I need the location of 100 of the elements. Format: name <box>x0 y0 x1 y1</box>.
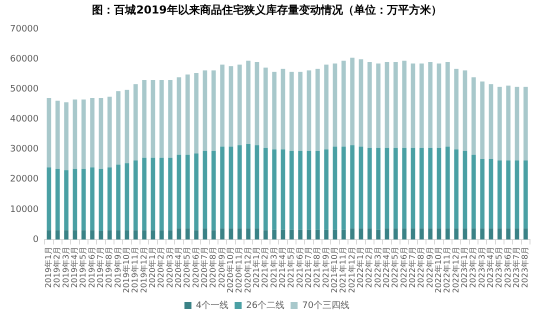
bar <box>150 158 156 230</box>
bar <box>350 145 354 228</box>
bar <box>367 148 372 228</box>
bar <box>185 154 190 228</box>
x-tick-label: 2022年10月 <box>434 246 444 294</box>
bar <box>480 81 484 159</box>
bar <box>237 228 242 240</box>
bar <box>142 230 146 240</box>
bar <box>280 230 286 240</box>
bar <box>81 168 86 230</box>
x-tick-label: 2021年8月 <box>312 246 322 288</box>
bar <box>393 62 398 148</box>
bar <box>471 77 476 155</box>
bar <box>185 228 190 240</box>
bar <box>410 148 416 228</box>
x-tick-label: 2020年3月 <box>165 246 174 288</box>
bar <box>524 86 528 160</box>
x-tick-label: 2019年10月 <box>122 246 132 294</box>
bar <box>376 63 380 148</box>
bar <box>237 64 242 146</box>
x-tick-label: 2021年3月 <box>269 246 278 288</box>
bar <box>436 228 442 240</box>
bar <box>384 228 390 240</box>
bar <box>220 228 224 240</box>
bar <box>454 149 458 228</box>
x-tick-label: 2020年8月 <box>208 246 218 288</box>
bar <box>384 62 390 148</box>
bar <box>402 60 406 148</box>
bar <box>436 148 442 228</box>
bar <box>81 99 86 169</box>
x-tick-label: 2022年7月 <box>408 246 418 288</box>
x-tick-label: 2019年3月 <box>61 246 70 288</box>
bar <box>506 228 510 240</box>
bar <box>419 148 424 228</box>
chart-title: 图：百城2019年以来商品住宅狭义库存量变动情况（单位：万平方米） <box>92 3 442 16</box>
bar <box>116 230 120 240</box>
bar <box>211 70 216 151</box>
bar <box>445 228 450 240</box>
bar <box>306 70 312 151</box>
bar <box>324 230 328 240</box>
y-tick-label: 10000 <box>10 204 39 215</box>
x-tick-label: 2022年8月 <box>416 246 426 288</box>
bar <box>367 228 372 240</box>
bar <box>98 168 104 232</box>
y-tick-label: 30000 <box>10 144 39 155</box>
bar <box>289 72 294 151</box>
x-tick-label: 2020年12月 <box>243 246 252 294</box>
x-tick-label: 2023年8月 <box>520 246 530 288</box>
bar <box>402 148 406 228</box>
bar <box>176 154 182 228</box>
bar <box>46 230 52 240</box>
bar <box>254 228 260 240</box>
bar <box>185 74 190 155</box>
x-tick-label: 2019年11月 <box>130 246 140 294</box>
x-tick-label: 2021年11月 <box>338 246 348 294</box>
bar <box>254 62 260 146</box>
bar <box>211 230 216 240</box>
bar <box>64 230 68 240</box>
bar <box>142 158 146 230</box>
bar <box>263 230 268 240</box>
x-tick-label: 2022年4月 <box>382 246 392 288</box>
bar <box>376 148 380 230</box>
bar <box>471 228 476 240</box>
x-tick-label: 2021年6月 <box>295 246 304 288</box>
bar <box>506 86 510 160</box>
bar <box>488 84 494 159</box>
y-tick-label: 0 <box>32 234 39 245</box>
x-tick-label: 2021年9月 <box>321 246 330 288</box>
bar <box>263 68 268 148</box>
x-tick-label: 2022年12月 <box>451 246 460 294</box>
x-tick-label: 2022年5月 <box>390 246 400 288</box>
x-tick-label: 2021年7月 <box>304 246 314 288</box>
bar <box>393 228 398 240</box>
bar <box>168 230 172 240</box>
bar <box>133 160 138 230</box>
x-tick-label: 2019年8月 <box>104 246 114 288</box>
bar <box>211 150 216 230</box>
bar <box>471 154 476 228</box>
bar <box>220 146 224 228</box>
x-tick-label: 2020年9月 <box>217 246 226 288</box>
bar <box>246 228 250 240</box>
bar <box>55 100 60 169</box>
bar <box>428 228 432 240</box>
bar <box>514 86 520 160</box>
bar <box>506 160 510 228</box>
bar <box>176 228 182 240</box>
bar <box>64 102 68 170</box>
bar <box>246 144 250 228</box>
bar <box>367 62 372 148</box>
bar <box>194 230 198 240</box>
x-tick-label: 2019年1月 <box>44 246 54 288</box>
bar <box>410 63 416 148</box>
legend-label: 70个三四线 <box>302 300 350 311</box>
bar <box>98 98 104 169</box>
bar <box>272 230 276 240</box>
bar <box>133 230 138 240</box>
x-tick-label: 2020年7月 <box>200 246 210 288</box>
bar <box>150 80 156 158</box>
x-tick-label: 2019年4月 <box>70 246 80 288</box>
bar <box>254 145 260 228</box>
